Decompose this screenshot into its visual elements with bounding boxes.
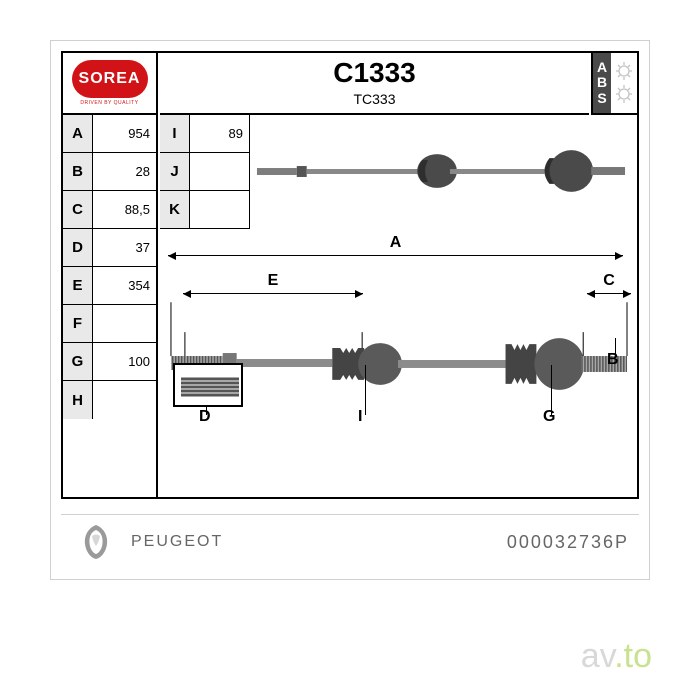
footer: PEUGEOT 000032736P: [61, 514, 639, 569]
dim-label-E: E: [268, 272, 279, 290]
spec-row: F: [63, 305, 156, 343]
dim-label-C: C: [603, 272, 615, 290]
spec-row: B28: [63, 153, 156, 191]
tick-I: [365, 365, 366, 415]
spec-column-left: A954 B28 C88,5 D37 E354 F G100 H: [63, 115, 158, 497]
spec-value: 954: [93, 115, 156, 152]
sorea-logo: SOREA: [72, 60, 148, 98]
abs-cell: ABS: [591, 53, 637, 115]
spline-detail: [173, 363, 243, 407]
dim-label-D: D: [199, 408, 211, 426]
spec-row: C88,5: [63, 191, 156, 229]
code-sub: TC333: [160, 91, 589, 107]
spec-key: C: [63, 191, 93, 228]
spec-value: 100: [93, 343, 156, 380]
watermark-part2: .to: [614, 637, 652, 675]
spec-column-ijk: I89 J K: [160, 115, 250, 229]
spec-value: [190, 191, 250, 228]
footer-brand: PEUGEOT: [131, 533, 507, 551]
spec-value: 88,5: [93, 191, 156, 228]
spec-row: J: [160, 153, 250, 191]
spec-key: A: [63, 115, 93, 152]
spec-key: B: [63, 153, 93, 190]
spec-row: D37: [63, 229, 156, 267]
header-codes: C1333 TC333: [160, 53, 589, 115]
technical-diagram: A E C D I G B: [163, 233, 631, 491]
spec-row: K: [160, 191, 250, 229]
dim-A: A: [168, 255, 623, 256]
spec-row: H: [63, 381, 156, 419]
dim-label-I: I: [358, 408, 362, 426]
spec-row: G100: [63, 343, 156, 381]
dim-label-G: G: [543, 408, 555, 426]
spec-row: I89: [160, 115, 250, 153]
product-photo: [253, 118, 631, 226]
spec-key: F: [63, 305, 93, 342]
spec-value: [93, 305, 156, 342]
dim-label-A: A: [390, 234, 402, 252]
code-main: C1333: [160, 57, 589, 89]
abs-label: ABS: [593, 53, 611, 113]
watermark: av.to: [581, 637, 652, 676]
spec-value: [190, 153, 250, 190]
spec-value: 28: [93, 153, 156, 190]
spec-key: G: [63, 343, 93, 380]
spec-key: D: [63, 229, 93, 266]
spec-row: A954: [63, 115, 156, 153]
spec-value: [93, 381, 156, 419]
spec-row: E354: [63, 267, 156, 305]
spec-key: I: [160, 115, 190, 152]
brand-logo-cell: SOREA DRIVEN BY QUALITY: [63, 53, 158, 115]
peugeot-lion-icon: [61, 522, 131, 562]
spec-value: 89: [190, 115, 250, 152]
spec-key: J: [160, 153, 190, 190]
abs-icon: [611, 53, 637, 113]
dim-label-B: B: [607, 351, 619, 369]
dim-C: C: [587, 293, 631, 294]
brand-name: SOREA: [79, 70, 141, 88]
spec-key: K: [160, 191, 190, 228]
spec-key: E: [63, 267, 93, 304]
brand-tagline: DRIVEN BY QUALITY: [80, 100, 138, 106]
spec-card: SOREA DRIVEN BY QUALITY C1333 TC333 ABS: [50, 40, 650, 580]
spec-value: 37: [93, 229, 156, 266]
spec-key: H: [63, 381, 93, 419]
dim-E: E: [183, 293, 363, 294]
footer-part-number: 000032736P: [507, 532, 639, 553]
spec-area: SOREA DRIVEN BY QUALITY C1333 TC333 ABS: [61, 51, 639, 499]
spec-value: 354: [93, 267, 156, 304]
watermark-part1: av: [581, 637, 614, 675]
